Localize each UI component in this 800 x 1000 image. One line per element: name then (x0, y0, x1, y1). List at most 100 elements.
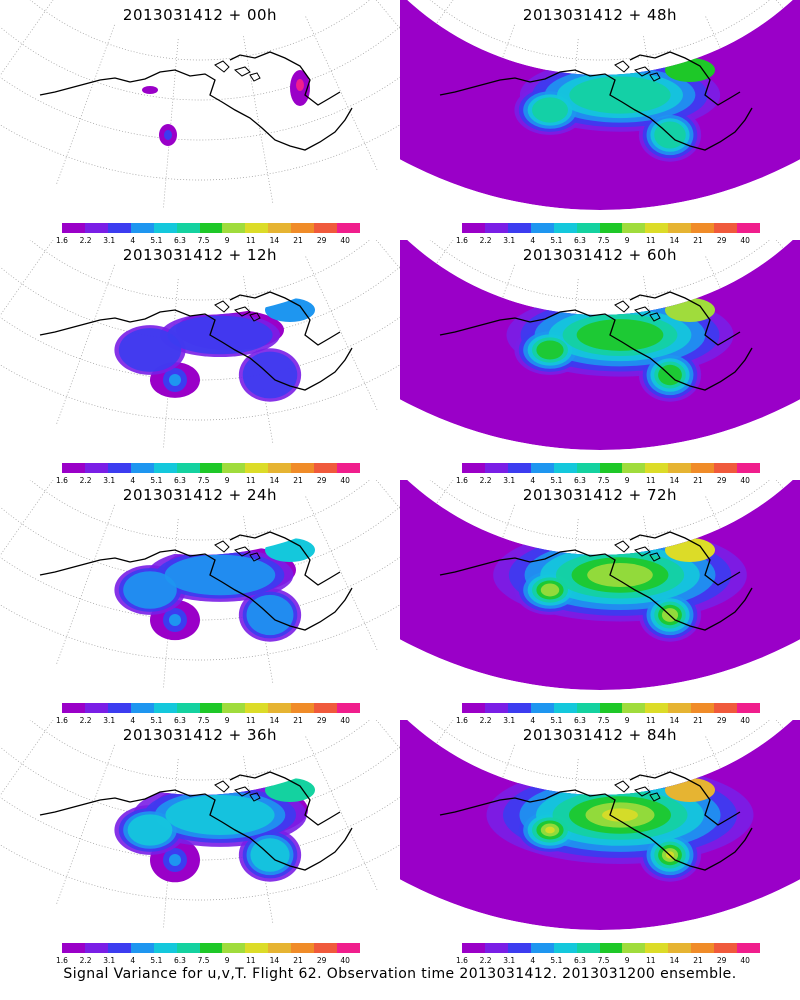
colorbar-segment (530, 463, 554, 473)
panel-title: 2013031412 + 48h (522, 6, 678, 24)
map-panel: 2013031412 + 60h 1.6 2.2 3.1 4 5.1 6.3 7.5 9 11 14… (400, 240, 800, 485)
colorbar-segment (737, 943, 760, 953)
forecast-map (0, 480, 400, 689)
colorbar-tick-label: 2.2 (479, 236, 492, 245)
colorbar-labels: 1.6 2.2 3.1 4 5.1 6.3 7.5 9 11 14 21 29 40 (52, 236, 372, 246)
forecast-map (0, 240, 400, 449)
colorbar-segment (462, 223, 485, 233)
colorbar-segment (484, 703, 508, 713)
colorbar-tick-label: 14 (269, 236, 280, 245)
forecast-map (0, 0, 400, 209)
colorbar-tick-label: 3.1 (103, 956, 116, 965)
colorbar-segment (576, 943, 600, 953)
colorbar-tick-label: 1.6 (456, 716, 468, 725)
map-panel: 2013031412 + 84h 1.6 2.2 3.1 4 5.1 6.3 7.5 9 11 14… (400, 720, 800, 965)
colorbar (462, 943, 760, 953)
colorbar-tick-label: 7.5 (197, 476, 210, 485)
colorbar-segment (314, 703, 338, 713)
colorbar-segment (62, 703, 85, 713)
colorbar-segment (107, 943, 131, 953)
colorbar-segment (268, 463, 292, 473)
colorbar (62, 703, 360, 713)
colorbar-tick-label: 3.1 (503, 716, 516, 725)
colorbar-tick-label: 2.2 (479, 476, 492, 485)
colorbar-tick-label: 14 (269, 716, 280, 725)
colorbar-segment (530, 943, 554, 953)
colorbar (62, 223, 360, 233)
colorbar-tick-label: 29 (716, 956, 727, 965)
colorbar-tick-label: 14 (669, 476, 680, 485)
colorbar-tick-label: 4 (530, 476, 536, 485)
colorbar-segment (153, 463, 177, 473)
colorbar-tick-label: 2.2 (79, 476, 92, 485)
colorbar-segment (222, 703, 246, 713)
colorbar-segment (176, 223, 200, 233)
colorbar-tick-label: 1.6 (56, 716, 68, 725)
colorbar-segment (199, 223, 223, 233)
colorbar-segment (268, 943, 292, 953)
colorbar-tick-label: 7.5 (597, 956, 610, 965)
colorbar-labels: 1.6 2.2 3.1 4 5.1 6.3 7.5 9 11 14 21 29 40 (452, 956, 772, 966)
map-panel: 2013031412 + 24h 1.6 2.2 3.1 4 5.1 6.3 7.5 9 11 14… (0, 480, 400, 725)
colorbar-tick-label: 6.3 (174, 236, 186, 245)
colorbar-segment (553, 463, 577, 473)
colorbar-segment (153, 703, 177, 713)
colorbar-tick-label: 4 (130, 236, 136, 245)
colorbar-segment (553, 943, 577, 953)
colorbar-segment (245, 943, 269, 953)
colorbar-tick-label: 4 (130, 956, 136, 965)
colorbar-segment (314, 463, 338, 473)
colorbar-segment (691, 223, 715, 233)
colorbar-segment (62, 943, 85, 953)
colorbar-tick-label: 5.1 (150, 236, 163, 245)
colorbar-segment (107, 703, 131, 713)
colorbar-tick-label: 9 (224, 716, 230, 725)
colorbar-tick-label: 9 (224, 476, 230, 485)
colorbar-tick-label: 14 (269, 476, 280, 485)
colorbar-segment (268, 703, 292, 713)
colorbar-segment (599, 703, 623, 713)
colorbar-segment (622, 943, 646, 953)
colorbar-tick-label: 11 (646, 716, 656, 725)
colorbar-tick-label: 7.5 (597, 716, 610, 725)
colorbar-tick-label: 6.3 (574, 956, 586, 965)
map-panel: 2013031412 + 72h 1.6 2.2 3.1 4 5.1 6.3 7.5 9 11 14… (400, 480, 800, 725)
colorbar-tick-label: 7.5 (197, 236, 210, 245)
forecast-map (400, 480, 800, 690)
colorbar-tick-label: 11 (246, 476, 256, 485)
colorbar-segment (484, 223, 508, 233)
colorbar-tick-label: 29 (316, 236, 327, 245)
colorbar-segment (199, 463, 223, 473)
colorbar-segment (291, 703, 315, 713)
colorbar-tick-label: 4 (530, 236, 536, 245)
colorbar-labels: 1.6 2.2 3.1 4 5.1 6.3 7.5 9 11 14 21 29 40 (52, 716, 372, 726)
colorbar-tick-label: 2.2 (479, 716, 492, 725)
colorbar-tick-label: 29 (716, 716, 727, 725)
colorbar-tick-label: 14 (669, 956, 680, 965)
colorbar-segment (484, 463, 508, 473)
colorbar-segment (507, 703, 531, 713)
colorbar-segment (176, 703, 200, 713)
colorbar-tick-label: 4 (530, 956, 536, 965)
figure-caption: Signal Variance for u,v,T. Flight 62. Ob… (63, 966, 737, 982)
colorbar-tick-label: 4 (130, 476, 136, 485)
colorbar-tick-label: 40 (340, 236, 350, 245)
colorbar-segment (176, 463, 200, 473)
colorbar-labels: 1.6 2.2 3.1 4 5.1 6.3 7.5 9 11 14 21 29 40 (52, 956, 372, 966)
colorbar-segment (62, 223, 85, 233)
colorbar-segment (245, 223, 269, 233)
colorbar-tick-label: 7.5 (597, 476, 610, 485)
colorbar-tick-label: 11 (246, 716, 256, 725)
colorbar-segment (107, 223, 131, 233)
colorbar-tick-label: 3.1 (503, 236, 516, 245)
colorbar-tick-label: 2.2 (79, 956, 92, 965)
colorbar-tick-label: 1.6 (456, 956, 468, 965)
colorbar-labels: 1.6 2.2 3.1 4 5.1 6.3 7.5 9 11 14 21 29 40 (452, 236, 772, 246)
colorbar-segment (130, 703, 154, 713)
colorbar-tick-label: 5.1 (550, 476, 563, 485)
colorbar-segment (153, 223, 177, 233)
colorbar-segment (645, 223, 669, 233)
colorbar-tick-label: 9 (624, 956, 630, 965)
colorbar-tick-label: 11 (646, 236, 656, 245)
colorbar-tick-label: 9 (224, 236, 230, 245)
